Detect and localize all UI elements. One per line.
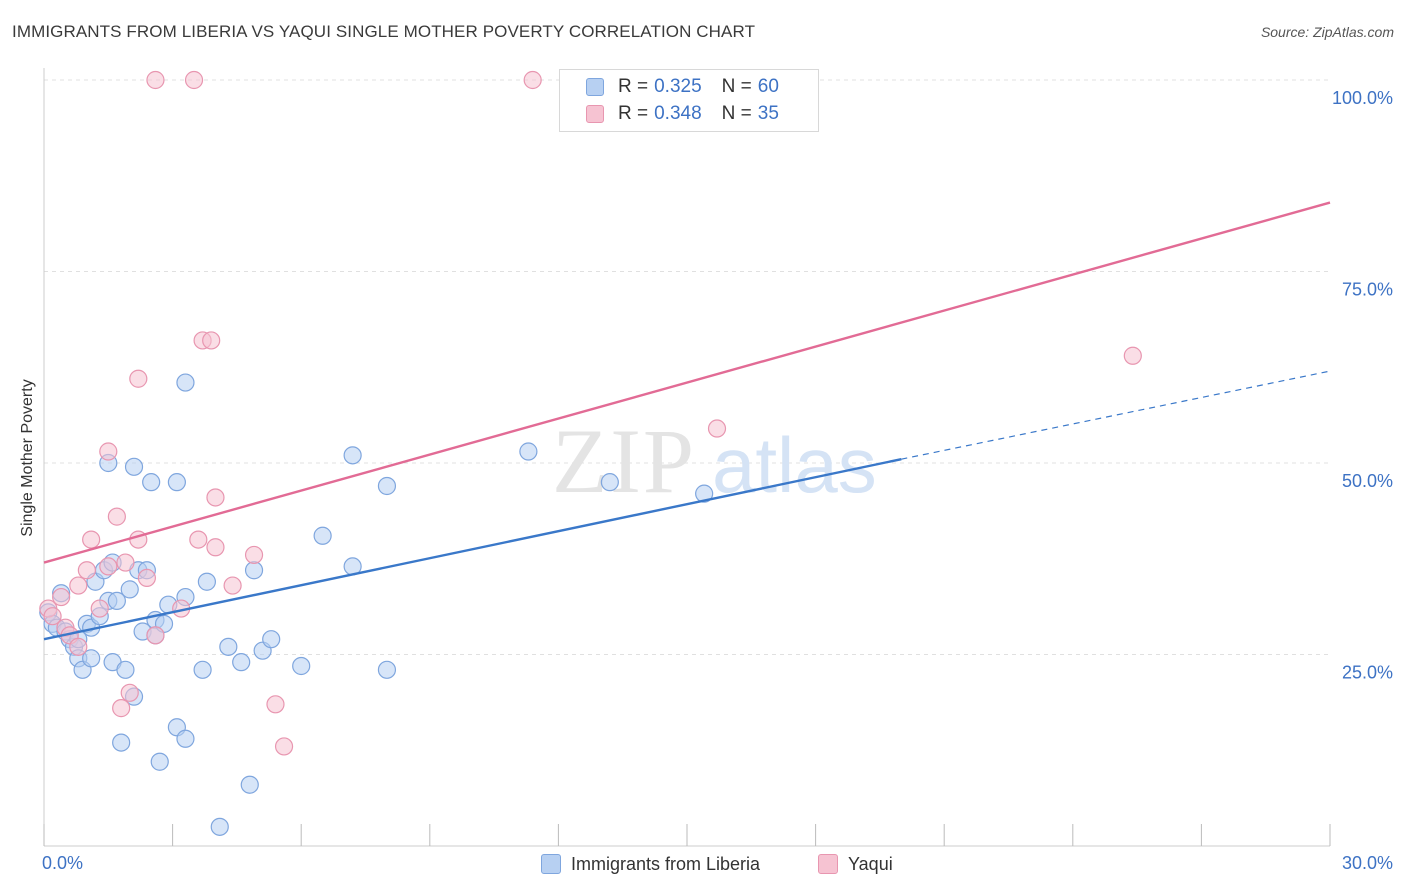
- point-liberia: [262, 630, 281, 649]
- point-liberia: [377, 476, 397, 496]
- legend-n-label: N =: [721, 76, 752, 97]
- legend-r-value: 0.348: [654, 103, 702, 124]
- point-yaqui: [112, 699, 131, 718]
- point-liberia: [377, 660, 397, 679]
- point-yaqui: [116, 553, 135, 572]
- legend-swatch-pink: [586, 105, 604, 123]
- point-liberia: [292, 656, 311, 676]
- x-tick-label: 30.0%: [1342, 853, 1393, 873]
- legend-row-yaqui: R = 0.348 N = 35: [586, 103, 779, 125]
- point-liberia: [107, 591, 126, 610]
- y-tick-label: 100.0%: [1332, 88, 1393, 108]
- point-yaqui: [90, 599, 109, 618]
- chart-title: IMMIGRANTS FROM LIBERIA VS YAQUI SINGLE …: [12, 22, 756, 41]
- point-yaqui: [189, 530, 208, 549]
- legend-n-value: 35: [757, 103, 779, 124]
- point-yaqui: [202, 331, 221, 350]
- point-yaqui: [206, 538, 225, 557]
- point-liberia: [244, 561, 264, 580]
- point-yaqui: [244, 545, 264, 565]
- point-liberia: [116, 660, 135, 679]
- point-liberia: [197, 572, 216, 591]
- axes: [43, 68, 1331, 847]
- bottom-legend-swatch-pink: [818, 854, 838, 874]
- trend-line-yaqui: [43, 201, 1331, 564]
- bottom-legend-label-yaqui: Yaqui: [848, 853, 893, 874]
- point-yaqui: [69, 576, 88, 595]
- watermark-zip: ZIP: [552, 410, 696, 512]
- source-label: Source: ZipAtlas.com: [1260, 24, 1394, 40]
- point-liberia: [219, 637, 238, 656]
- point-yaqui: [52, 587, 71, 607]
- legend-row-liberia: R = 0.325 N = 60: [586, 76, 779, 98]
- legend-r-value: 0.325: [654, 76, 702, 97]
- point-yaqui: [146, 626, 165, 645]
- point-liberia: [167, 473, 186, 492]
- legend-r-label: R =: [618, 103, 649, 124]
- bottom-legend-swatch-blue: [541, 854, 561, 874]
- point-yaqui: [266, 695, 285, 714]
- point-yaqui: [107, 507, 126, 526]
- point-yaqui: [184, 70, 204, 90]
- point-yaqui: [82, 530, 101, 549]
- point-liberia: [150, 752, 169, 771]
- point-yaqui: [137, 568, 156, 588]
- point-yaqui: [1123, 346, 1142, 365]
- point-yaqui: [206, 488, 225, 507]
- watermark-atlas: atlas: [712, 421, 877, 509]
- series-yaqui-points: [39, 70, 1142, 756]
- y-tick-label: 25.0%: [1342, 663, 1393, 683]
- point-yaqui: [99, 557, 118, 576]
- y-tick-label: 75.0%: [1342, 280, 1393, 300]
- point-yaqui: [43, 607, 62, 626]
- point-yaqui: [120, 683, 139, 702]
- point-yaqui: [223, 576, 242, 595]
- point-yaqui: [707, 419, 727, 438]
- point-liberia: [240, 775, 259, 794]
- gridlines: [44, 79, 1330, 655]
- point-liberia: [142, 473, 161, 492]
- x-tick-label: 0.0%: [42, 853, 83, 873]
- point-liberia: [193, 660, 212, 679]
- point-liberia: [343, 446, 362, 465]
- point-liberia: [82, 649, 101, 668]
- legend-r-label: R =: [618, 76, 649, 97]
- point-liberia: [120, 580, 139, 599]
- point-liberia: [210, 817, 229, 836]
- y-tick-label: 50.0%: [1342, 471, 1393, 491]
- point-liberia: [232, 653, 251, 672]
- point-liberia: [176, 373, 195, 392]
- legend-n-value: 60: [757, 76, 779, 97]
- point-yaqui: [146, 70, 165, 90]
- point-liberia: [176, 729, 195, 748]
- bottom-legend-yaqui[interactable]: Yaqui: [818, 852, 893, 876]
- stats-legend: R = 0.325 N = 60 R = 0.348 N = 35: [559, 69, 819, 132]
- point-yaqui: [69, 637, 88, 656]
- tick-labels: 25.0% 50.0% 75.0% 100.0% 0.0% 30.0%: [42, 88, 1393, 873]
- bottom-legend-label-liberia: Immigrants from Liberia: [571, 853, 761, 874]
- legend-swatch-blue: [586, 78, 604, 96]
- point-yaqui: [129, 369, 148, 388]
- trend-line-liberia-extension: [901, 370, 1331, 460]
- trend-lines: [43, 201, 1331, 641]
- bottom-legend-liberia[interactable]: Immigrants from Liberia: [541, 852, 760, 876]
- point-yaqui: [274, 737, 294, 756]
- legend-n-label: N =: [721, 103, 752, 124]
- point-liberia: [313, 526, 332, 545]
- point-liberia: [600, 473, 619, 492]
- point-liberia: [124, 457, 144, 476]
- point-liberia: [695, 484, 714, 503]
- trend-line-liberia: [43, 457, 902, 641]
- point-liberia: [519, 442, 538, 461]
- point-yaqui: [523, 70, 542, 90]
- point-yaqui: [77, 561, 96, 580]
- point-yaqui: [99, 442, 118, 461]
- point-liberia: [112, 733, 131, 752]
